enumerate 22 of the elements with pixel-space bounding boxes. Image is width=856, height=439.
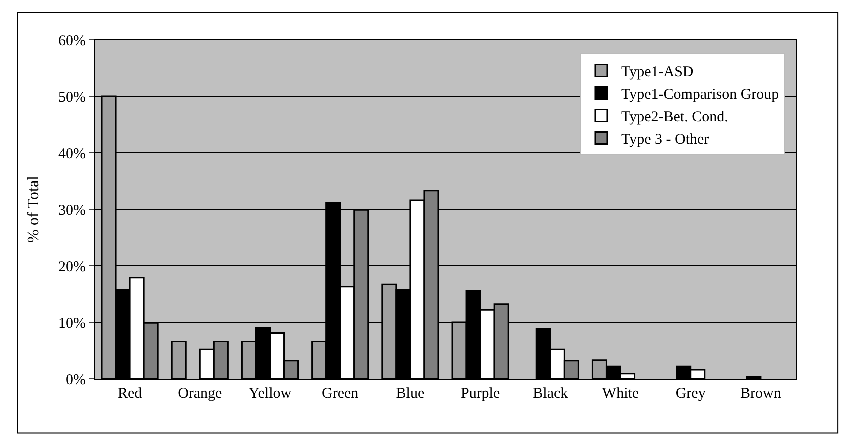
legend-label: Type1-Comparison Group (621, 87, 780, 104)
x-tick-label: Green (322, 386, 360, 402)
x-tick-label: Brown (740, 386, 782, 402)
x-tick-label: Yellow (248, 386, 292, 402)
x-tick-label: Black (533, 386, 569, 402)
y-tick-label: 60% (58, 33, 86, 50)
y-tick-label: 50% (58, 90, 86, 106)
y-tick-label: 20% (58, 259, 86, 276)
y-tick-label: 40% (58, 146, 86, 162)
y-tick-label: 30% (58, 202, 86, 219)
x-tick-label: Blue (396, 386, 425, 402)
legend-label: Type 3 - Other (621, 132, 710, 148)
legend-label: Type2-Bet. Cond. (621, 110, 728, 126)
y-tick-label: 10% (58, 316, 86, 332)
x-tick-label: Grey (676, 386, 706, 402)
x-tick-label: Orange (178, 386, 223, 402)
y-axis-title: % of Total (25, 175, 42, 244)
x-tick-label: White (602, 386, 640, 402)
y-tick-label: 0% (66, 372, 86, 388)
x-tick-label: Red (118, 386, 143, 402)
legend-label: Type1-ASD (621, 64, 694, 81)
x-tick-label: Purple (460, 386, 500, 402)
